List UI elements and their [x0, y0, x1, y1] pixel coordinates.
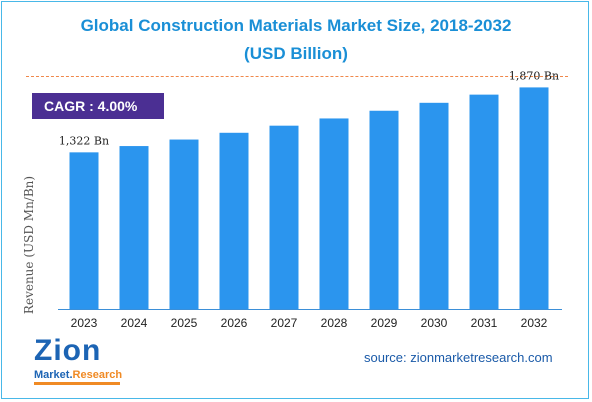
bar-2024: [119, 146, 149, 309]
logo-subtext-market: Market.: [34, 369, 73, 381]
labels-group: 2023 2024 2025 2026 2027 2028 2029 2030 2031 2032…: [59, 69, 559, 330]
x-tick-label-2023: 2023: [71, 316, 98, 330]
x-tick-label-2024: 2024: [121, 316, 148, 330]
x-tick-label-2026: 2026: [221, 316, 248, 330]
x-tick-label-2032: 2032: [521, 316, 548, 330]
title-divider: [26, 76, 568, 77]
y-axis-label: Revenue (USD Mn/Bn): [22, 176, 36, 314]
bar-2023: [69, 152, 99, 309]
data-label-2032: 1,870 Bn: [509, 69, 559, 82]
x-tick-label-2030: 2030: [421, 316, 448, 330]
x-tick-label-2028: 2028: [321, 316, 348, 330]
source-note: source: zionmarketresearch.com: [364, 350, 553, 365]
bar-2026: [219, 132, 249, 309]
chart-subtitle: (USD Billion): [244, 44, 348, 63]
bar-2028: [319, 118, 349, 310]
bar-2032: [519, 87, 549, 309]
bar-2025: [169, 139, 199, 309]
bars-group: [69, 87, 549, 310]
logo-subtext-research: Research: [72, 369, 123, 381]
zion-logo: Zion: [34, 334, 102, 367]
bar-2031: [469, 94, 499, 309]
chart-title: Global Construction Materials Market Siz…: [80, 16, 512, 35]
data-label-2023: 1,322 Bn: [59, 134, 109, 147]
bar-2030: [419, 102, 449, 309]
x-tick-label-2031: 2031: [471, 316, 498, 330]
cagr-badge: CAGR : 4.00%: [32, 93, 164, 119]
bar-2027: [269, 125, 299, 309]
bar-2029: [369, 110, 399, 309]
x-tick-label-2027: 2027: [271, 316, 298, 330]
x-tick-label-2029: 2029: [371, 316, 398, 330]
logo-underline: [34, 382, 120, 385]
x-tick-label-2025: 2025: [171, 316, 198, 330]
logo-subtext: Market.Research: [34, 369, 122, 381]
